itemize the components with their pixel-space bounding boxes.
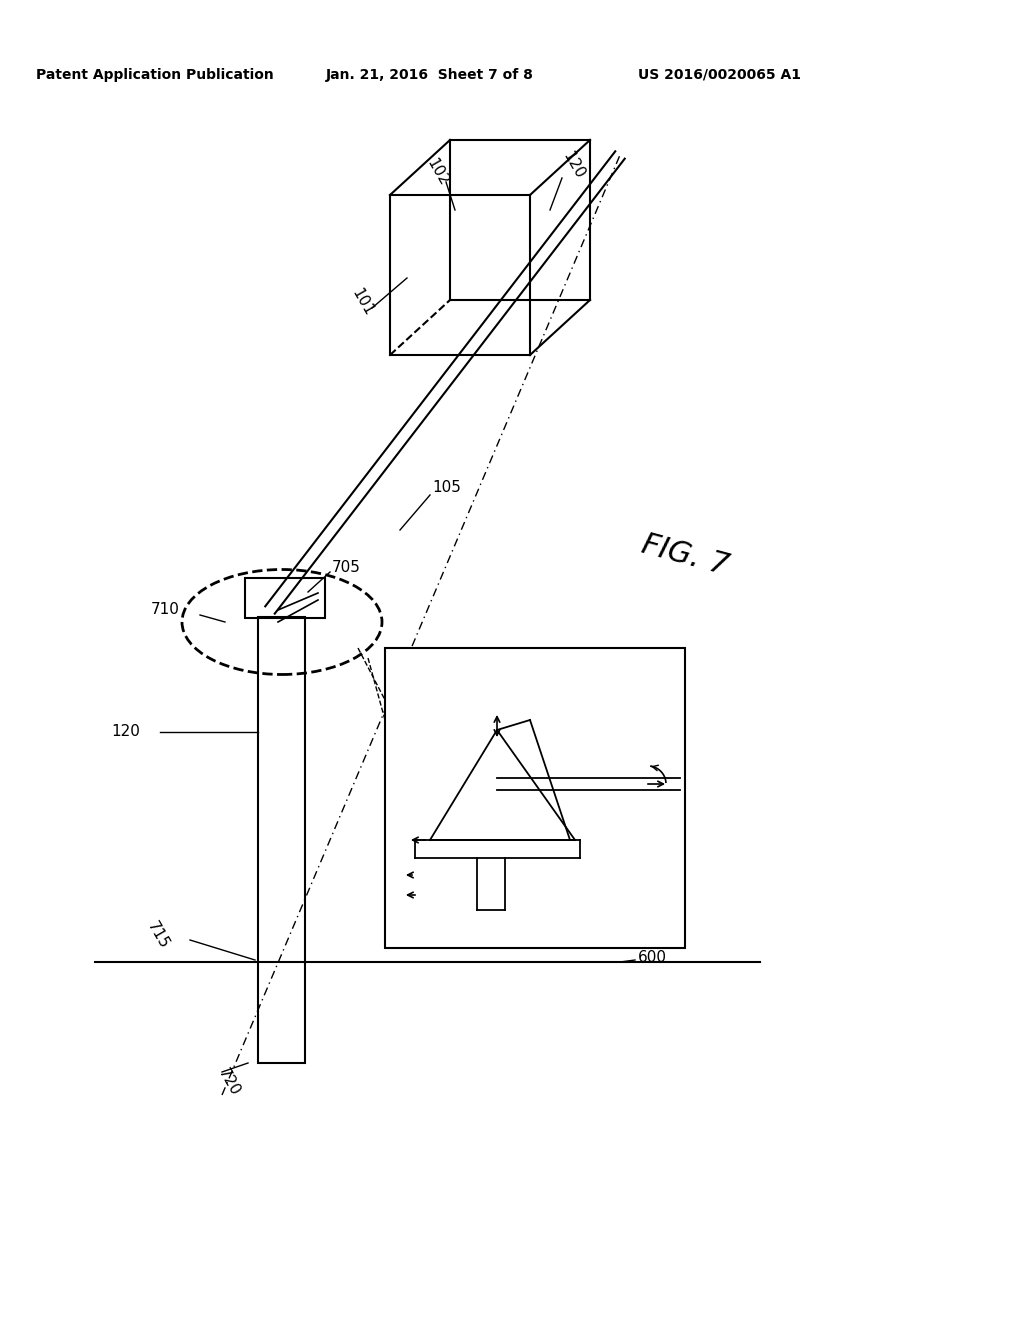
Text: FIG. 7: FIG. 7 <box>638 529 732 581</box>
Text: 105: 105 <box>432 480 461 495</box>
Polygon shape <box>385 648 685 948</box>
Text: 101: 101 <box>348 285 376 318</box>
Text: 120: 120 <box>559 149 587 181</box>
Text: 600: 600 <box>638 950 667 965</box>
Text: Patent Application Publication: Patent Application Publication <box>36 69 273 82</box>
Text: 102: 102 <box>423 156 451 189</box>
Text: 720: 720 <box>215 1065 243 1098</box>
Text: 710: 710 <box>152 602 180 618</box>
Text: 715: 715 <box>144 919 172 952</box>
Text: US 2016/0020065 A1: US 2016/0020065 A1 <box>639 69 802 82</box>
Text: 705: 705 <box>332 560 360 574</box>
Text: 120: 120 <box>112 725 140 739</box>
Text: Jan. 21, 2016  Sheet 7 of 8: Jan. 21, 2016 Sheet 7 of 8 <box>326 69 534 82</box>
